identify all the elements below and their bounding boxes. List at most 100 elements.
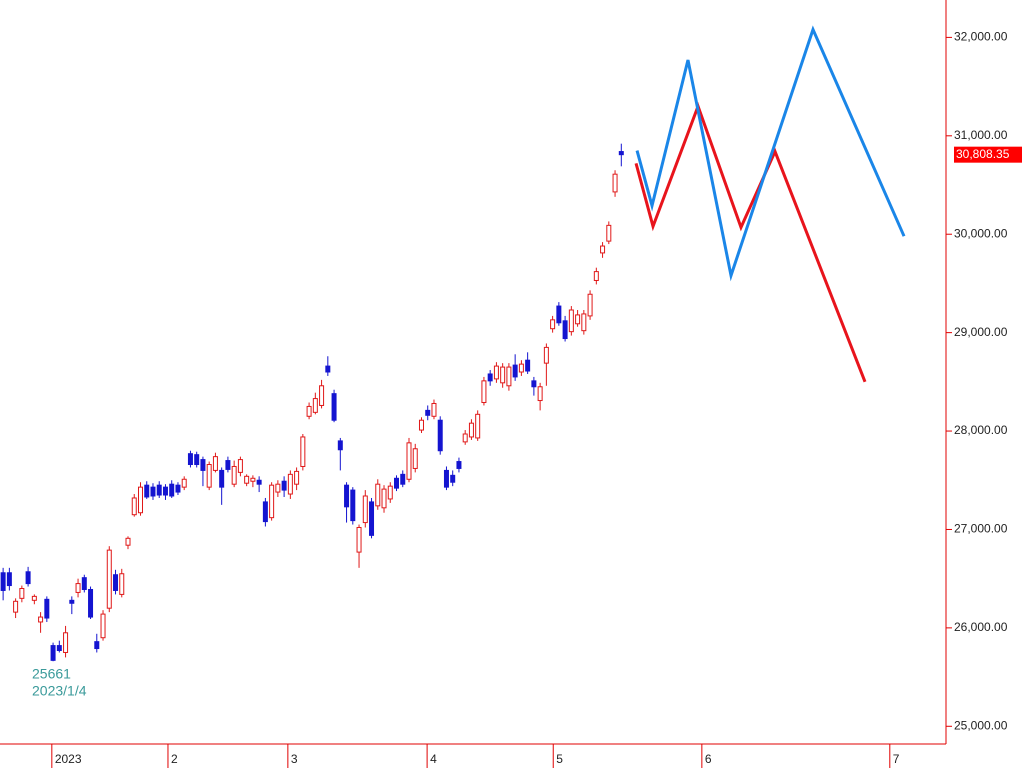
candle-body [543,346,549,364]
candle-body [194,454,200,466]
candle-body [244,475,250,484]
candle-body [344,484,350,508]
candle-body [431,402,437,417]
candle-body [362,495,368,524]
candle-body [156,484,162,496]
candle-body [443,469,449,488]
candle-body [587,293,593,317]
candle-body [381,488,387,509]
candle-body [281,480,287,491]
candle-body [525,359,531,372]
candle-body [575,314,581,325]
x-tick-label: 5 [556,752,563,766]
candle-body [212,456,218,471]
candle-body [13,600,19,613]
candle-body [306,405,312,417]
low-annotation: 25661 [32,666,71,682]
x-tick-label: 4 [430,752,437,766]
candle-body [356,526,362,553]
candle-body [137,486,143,514]
low-date-annotation: 2023/1/4 [32,683,87,699]
candle-body [250,477,256,482]
candle-body [500,366,506,384]
candle-body [612,173,618,193]
candle-body [144,484,150,498]
candle-body [162,486,168,496]
candle-body [562,320,568,340]
candle-body [518,363,524,373]
candle-body [481,380,487,404]
candle-body [219,469,225,488]
candle-body [537,386,543,402]
y-tick-label: 25,000.00 [954,718,1008,732]
candle-body [113,574,119,591]
current-price-box [954,146,1022,163]
candle-body [300,436,306,467]
candle-body [200,459,206,471]
candle-body [38,616,44,623]
candle-body [593,271,599,281]
y-tick-label: 32,000.00 [954,30,1008,44]
candle-body [131,497,137,516]
candle-body [387,485,393,500]
candle-body [350,489,356,522]
candle-body [119,573,125,595]
current-price-label: 30,808.35 [956,147,1010,161]
candle-body [19,588,25,599]
candle-body [568,309,574,333]
candle-body [450,474,456,483]
candle-body [493,365,499,380]
candle-body [275,483,281,493]
candle-body [425,409,431,416]
candle-body [462,433,468,443]
candle-body [44,598,50,619]
candle-body [475,413,481,439]
candle-body [106,549,112,609]
x-tick-label: 6 [705,752,712,766]
candle-body [531,380,537,388]
candle-body [69,599,75,604]
candle-body [375,483,381,507]
projection-line [635,25,906,282]
candle-body [25,571,31,585]
y-tick-label: 28,000.00 [954,423,1008,437]
candle-body [169,483,175,497]
candle-body [6,572,12,587]
candle-body [437,419,443,452]
candle-body [31,595,37,601]
candle-body [600,245,606,254]
candle-body [175,484,181,493]
candle-body [231,465,237,485]
candle-body [256,479,262,485]
candle-body [100,613,106,639]
candle-body [618,151,624,156]
candle-body [88,588,94,618]
candle-body [606,224,612,242]
candle-body [150,486,156,497]
candle-body [75,583,81,593]
candle-body [468,422,474,438]
candle-body [312,398,318,413]
candle-body [237,459,243,473]
y-tick-label: 26,000.00 [954,620,1008,634]
candle-body [63,632,69,653]
candle-body [556,305,562,324]
candle-body [187,453,193,466]
candle-body [337,440,343,451]
candle-body [331,393,337,421]
x-tick-label: 7 [893,752,900,766]
x-tick-label: 3 [291,752,298,766]
y-tick-label: 27,000.00 [954,522,1008,536]
candle-body [81,577,87,590]
candle-body [369,501,375,536]
y-tick-label: 29,000.00 [954,325,1008,339]
candle-body [50,645,56,661]
candle-body [287,473,293,495]
candle-body [206,464,212,488]
candle-body [262,501,268,523]
x-tick-label: 2 [171,752,178,766]
candle-body [269,484,275,519]
projection-line [634,101,867,383]
candle-body [412,448,418,469]
